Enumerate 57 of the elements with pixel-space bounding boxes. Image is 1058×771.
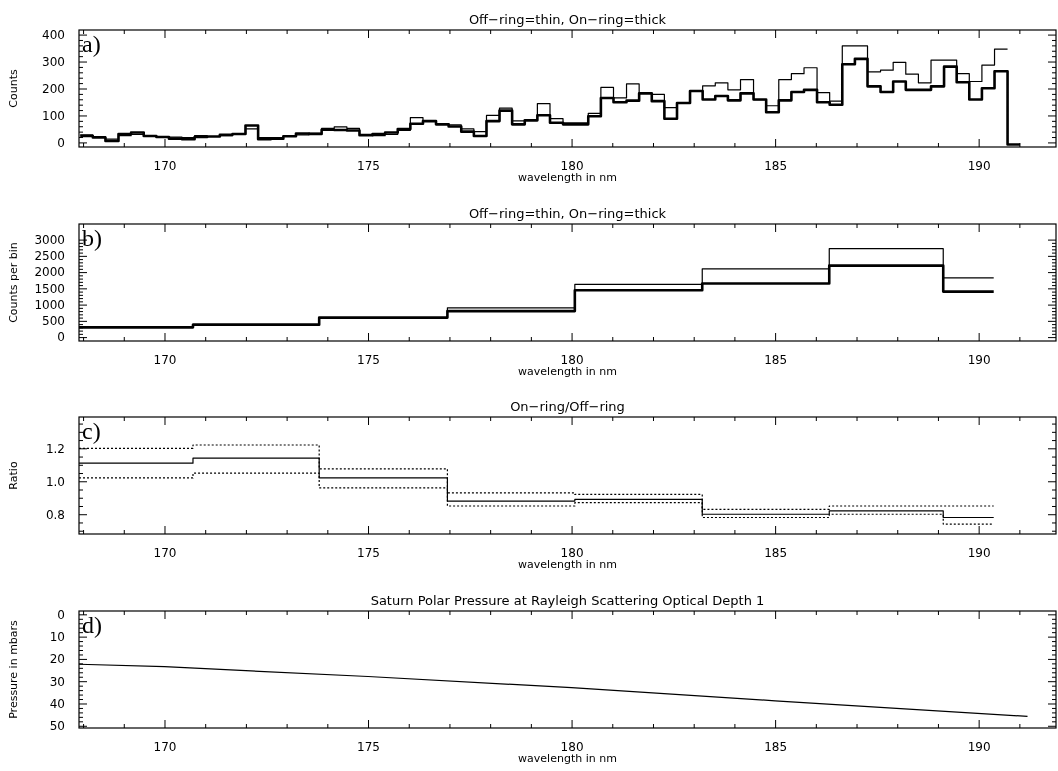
x-tick-label: 180 — [560, 739, 584, 754]
y-tick-label: 2000 — [34, 265, 65, 280]
annotation: d) — [82, 612, 102, 638]
x-axis-title: wavelength in nm — [518, 752, 617, 765]
x-tick-label: 180 — [560, 158, 584, 173]
y-tick-label: 400 — [42, 27, 65, 42]
y-tick-label: 0 — [57, 607, 65, 622]
x-tick-label: 175 — [357, 352, 380, 367]
annotation: b) — [82, 225, 102, 251]
x-tick-label: 170 — [153, 352, 177, 367]
y-tick-label: 500 — [42, 314, 65, 329]
y-tick-label: 10 — [49, 629, 65, 644]
y-tick-label: 100 — [42, 108, 65, 123]
y-tick-label: 1000 — [34, 297, 65, 312]
y-tick-label: 200 — [42, 81, 65, 96]
x-tick-label: 190 — [967, 545, 991, 560]
y-tick-label: 1.2 — [45, 441, 65, 456]
x-axis-title: wavelength in nm — [518, 171, 617, 184]
x-tick-label: 185 — [764, 545, 788, 560]
y-tick-label: 0.8 — [45, 507, 65, 522]
x-tick-label: 180 — [560, 545, 584, 560]
y-tick-label: 20 — [49, 652, 65, 667]
x-axis-title: wavelength in nm — [518, 365, 617, 378]
y-axis-title: Counts — [7, 69, 20, 108]
annotation: c) — [82, 418, 101, 444]
x-tick-label: 180 — [560, 352, 584, 367]
y-tick-label: 30 — [49, 674, 65, 689]
x-tick-label: 170 — [153, 158, 177, 173]
y-tick-label: 1500 — [34, 281, 65, 296]
x-tick-label: 190 — [967, 158, 991, 173]
y-tick-label: 2500 — [34, 249, 65, 264]
x-tick-label: 190 — [967, 352, 991, 367]
y-tick-label: 50 — [49, 719, 65, 734]
chart-title: Saturn Polar Pressure at Rayleigh Scattering Optical Depth 1 — [370, 593, 765, 608]
x-tick-label: 185 — [764, 739, 788, 754]
x-tick-label: 175 — [357, 739, 380, 754]
x-tick-label: 185 — [764, 158, 788, 173]
x-tick-label: 175 — [357, 545, 380, 560]
x-tick-label: 175 — [357, 158, 380, 173]
y-tick-label: 300 — [42, 54, 65, 69]
chart-title: Off−ring=thin, On−ring=thick — [468, 206, 667, 221]
x-tick-label: 185 — [764, 352, 788, 367]
chart-title: On−ring/Off−ring — [510, 399, 625, 414]
annotation: a) — [82, 31, 101, 57]
x-tick-label: 170 — [153, 545, 177, 560]
y-axis-title: Counts per bin — [7, 242, 20, 323]
y-axis-title: Ratio — [7, 461, 20, 490]
chart-title: Off−ring=thin, On−ring=thick — [468, 12, 667, 27]
x-tick-label: 190 — [967, 739, 991, 754]
y-tick-label: 1.0 — [45, 474, 65, 489]
x-tick-label: 170 — [153, 739, 177, 754]
y-axis-title: Pressure in mbars — [7, 619, 20, 719]
y-tick-label: 3000 — [34, 232, 65, 247]
y-tick-label: 0 — [57, 135, 65, 150]
y-tick-label: 40 — [49, 696, 65, 711]
x-axis-title: wavelength in nm — [518, 558, 617, 571]
y-tick-label: 0 — [57, 330, 65, 345]
